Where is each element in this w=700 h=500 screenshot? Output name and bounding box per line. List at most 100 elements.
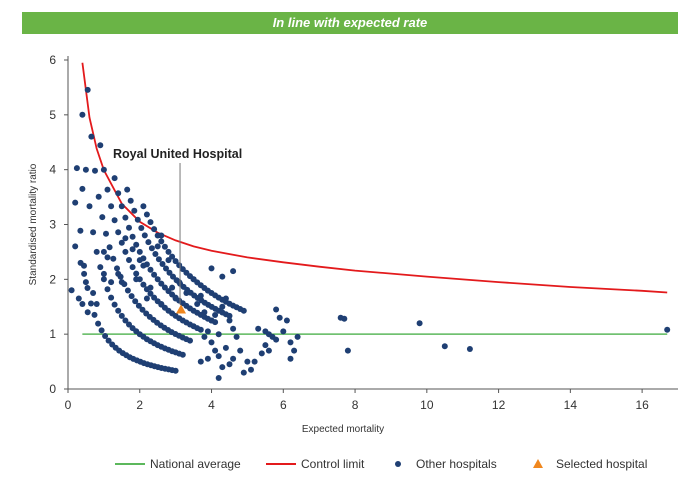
other-hospital-point (81, 262, 87, 269)
other-hospital-point (161, 243, 168, 250)
other-hospital-point (110, 255, 117, 262)
other-hospital-point (104, 286, 111, 293)
other-hospital-point (143, 295, 150, 302)
other-hospital-point (126, 257, 132, 263)
other-hospital-point (154, 232, 161, 239)
other-hospital-point (114, 265, 120, 272)
other-hospital-point (132, 298, 139, 305)
other-hospital-point (129, 246, 136, 253)
other-hospital-point (441, 343, 448, 350)
other-hospital-point (134, 216, 141, 223)
other-hospital-point (77, 227, 84, 234)
other-hospital-point (86, 203, 93, 210)
other-hospital-point (81, 270, 88, 277)
legend-other-hospitals-swatch (395, 461, 401, 467)
other-hospital-point (98, 327, 105, 334)
other-hospital-point (176, 262, 183, 269)
x-tick-label: 0 (65, 398, 72, 412)
other-hospital-point (265, 347, 272, 354)
other-hospital-point (122, 317, 129, 324)
other-hospital-point (291, 347, 298, 354)
other-hospital-point (88, 133, 95, 140)
other-hospital-point (219, 303, 226, 310)
y-tick-label: 1 (49, 327, 56, 341)
other-hospital-point (122, 235, 129, 242)
x-tick-label: 12 (492, 398, 506, 412)
other-hospital-point (143, 261, 150, 268)
other-hospital-point (145, 239, 152, 246)
other-hospital-point (143, 286, 150, 293)
other-hospital-point (226, 312, 233, 319)
other-hospital-point (93, 301, 100, 307)
other-hospital-point (251, 358, 258, 365)
other-hospital-point (226, 317, 233, 324)
other-hospital-point (294, 333, 301, 340)
other-hospital-point (90, 290, 97, 296)
other-hospital-point (208, 339, 215, 346)
other-hospital-point (230, 325, 237, 332)
other-hospital-point (115, 229, 122, 236)
other-hospital-point (148, 245, 155, 252)
x-tick-label: 2 (136, 398, 143, 412)
selected-hospital-label: Royal United Hospital (113, 147, 242, 161)
other-hospital-point (170, 273, 176, 280)
other-hospital-point (154, 243, 161, 250)
x-axis-label: Expected mortality (302, 424, 384, 435)
other-hospital-point (106, 244, 113, 251)
other-hospital-point (124, 287, 131, 294)
other-hospital-point (90, 229, 97, 236)
other-hospital-point (240, 307, 247, 314)
other-hospital-point (212, 319, 219, 326)
other-hospital-point (84, 285, 91, 291)
other-hospital-point (135, 302, 142, 309)
other-hospital-point (72, 199, 79, 206)
other-hospital-point (136, 276, 143, 283)
other-hospital-point (172, 258, 179, 265)
other-hospital-point (72, 243, 79, 250)
other-hospital-point (111, 175, 118, 182)
other-hospital-point (215, 375, 222, 381)
other-hospital-point (208, 265, 215, 272)
other-hospital-point (280, 328, 287, 335)
other-hospital-point (122, 248, 129, 255)
other-hospital-point (111, 301, 118, 308)
other-hospital-point (169, 253, 176, 260)
y-tick-label: 2 (49, 272, 56, 286)
other-hospital-point (73, 165, 80, 172)
other-hospital-point (104, 254, 111, 261)
other-hospital-point (151, 226, 158, 233)
other-hospital-point (99, 214, 106, 221)
other-hospital-point (163, 265, 169, 272)
other-hospital-point (230, 355, 237, 362)
y-axis-label: Standardised mortality ratio (28, 163, 39, 285)
other-hospital-point (466, 346, 473, 352)
other-hospital-point (138, 225, 145, 231)
other-hospital-point (133, 241, 140, 248)
other-hospital-point (287, 355, 294, 362)
series-layer (68, 62, 671, 381)
other-hospital-point (100, 248, 107, 255)
other-hospital-point (97, 264, 104, 271)
other-hospital-point (165, 248, 172, 255)
other-hospital-point (91, 311, 98, 318)
other-hospital-point (100, 166, 107, 173)
other-hospital-point (158, 280, 165, 287)
x-tick-label: 6 (280, 398, 287, 412)
other-hospital-point (197, 326, 204, 333)
other-hospital-point (664, 326, 671, 333)
other-hospital-point (122, 214, 129, 221)
other-hospital-point (237, 347, 244, 354)
y-tick-label: 3 (49, 218, 56, 232)
other-hospital-point (240, 369, 247, 376)
y-tick-label: 4 (49, 163, 56, 177)
other-hospital-point (115, 190, 122, 197)
other-hospital-point (222, 344, 229, 351)
other-hospital-point (147, 290, 154, 297)
other-hospital-point (131, 207, 138, 214)
other-hospital-point (108, 294, 115, 301)
other-hospital-point (215, 331, 222, 338)
other-hospital-point (75, 295, 82, 302)
other-hospital-point (121, 281, 128, 288)
